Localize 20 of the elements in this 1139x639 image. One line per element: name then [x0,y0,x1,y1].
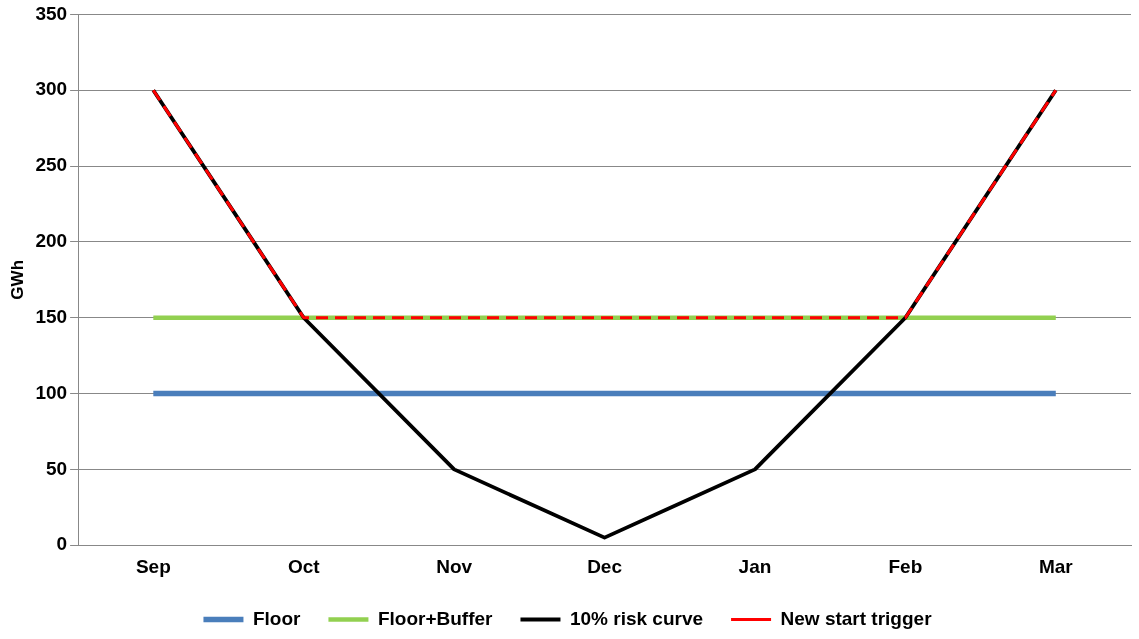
legend-label: Floor+Buffer [377,607,494,629]
y-tick-label: 0 [56,533,68,555]
y-tick-label: 250 [35,154,68,176]
y-tick-label: 50 [45,457,68,479]
x-tick-label: Jan [738,555,772,577]
x-tick-label: Dec [587,555,623,577]
y-tick-label: 100 [35,381,68,403]
x-tick-label: Sep [135,555,171,577]
x-tick-label: Nov [436,555,473,577]
legend-label: New start trigger [780,607,933,629]
x-tick-label: Oct [287,555,321,577]
y-tick-label: 350 [35,2,68,24]
x-tick-label: Mar [1038,555,1074,577]
legend-label: Floor [252,607,302,629]
y-tick-label: 200 [35,230,68,252]
y-axis-title: GWh [7,259,27,300]
legend-label: 10% risk curve [569,607,704,629]
y-tick-label: 150 [35,305,68,327]
y-tick-label: 300 [35,78,68,100]
x-tick-label: Feb [888,555,923,577]
